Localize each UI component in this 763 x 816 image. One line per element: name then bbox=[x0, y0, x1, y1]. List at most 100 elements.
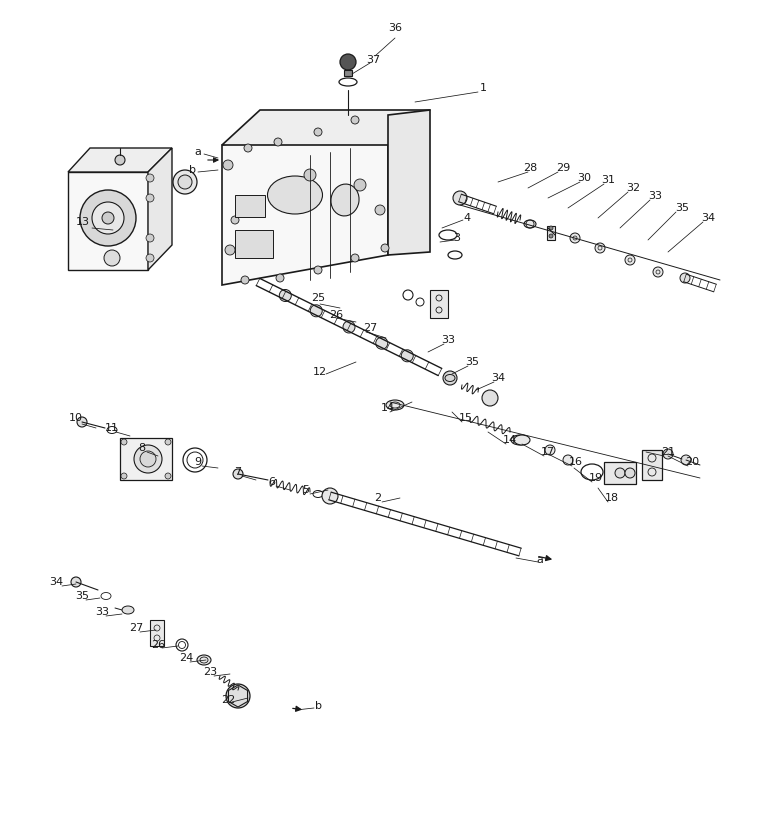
Polygon shape bbox=[222, 110, 430, 145]
Bar bbox=[235, 230, 273, 258]
Polygon shape bbox=[68, 148, 172, 172]
Ellipse shape bbox=[386, 400, 404, 410]
Circle shape bbox=[225, 245, 235, 255]
Text: 29: 29 bbox=[556, 163, 570, 173]
Text: 2: 2 bbox=[375, 493, 382, 503]
Text: 21: 21 bbox=[661, 447, 675, 457]
Ellipse shape bbox=[331, 184, 359, 216]
Circle shape bbox=[241, 276, 249, 284]
Text: 17: 17 bbox=[541, 447, 555, 457]
Circle shape bbox=[625, 468, 635, 478]
Text: 27: 27 bbox=[363, 323, 377, 333]
Circle shape bbox=[276, 274, 284, 282]
Text: 27: 27 bbox=[129, 623, 143, 633]
Ellipse shape bbox=[524, 220, 536, 228]
Text: 32: 32 bbox=[626, 183, 640, 193]
Text: 35: 35 bbox=[75, 591, 89, 601]
Circle shape bbox=[244, 144, 252, 152]
Circle shape bbox=[146, 174, 154, 182]
Bar bbox=[120, 438, 172, 480]
Text: 34: 34 bbox=[49, 577, 63, 587]
Circle shape bbox=[549, 226, 553, 230]
Circle shape bbox=[304, 169, 316, 181]
Circle shape bbox=[311, 305, 322, 317]
Text: 30: 30 bbox=[577, 173, 591, 183]
Circle shape bbox=[104, 250, 120, 266]
Ellipse shape bbox=[197, 655, 211, 665]
Circle shape bbox=[375, 205, 385, 215]
Circle shape bbox=[233, 469, 243, 479]
Circle shape bbox=[570, 233, 580, 243]
Circle shape bbox=[140, 451, 156, 467]
Circle shape bbox=[314, 266, 322, 274]
Text: 11: 11 bbox=[105, 423, 119, 433]
Circle shape bbox=[279, 290, 291, 301]
Circle shape bbox=[340, 54, 356, 70]
Circle shape bbox=[102, 212, 114, 224]
Circle shape bbox=[92, 202, 124, 234]
Circle shape bbox=[322, 488, 338, 504]
Circle shape bbox=[231, 689, 245, 703]
Circle shape bbox=[173, 170, 197, 194]
Circle shape bbox=[615, 468, 625, 478]
Text: 13: 13 bbox=[76, 217, 90, 227]
Text: 35: 35 bbox=[465, 357, 479, 367]
Bar bbox=[547, 226, 555, 240]
Polygon shape bbox=[388, 110, 430, 255]
Polygon shape bbox=[228, 685, 247, 707]
Circle shape bbox=[80, 190, 136, 246]
Text: 26: 26 bbox=[151, 640, 165, 650]
Text: 24: 24 bbox=[179, 653, 193, 663]
Circle shape bbox=[453, 191, 467, 205]
Circle shape bbox=[314, 128, 322, 136]
Text: 5: 5 bbox=[302, 485, 310, 495]
Text: b: b bbox=[314, 701, 321, 711]
Text: 34: 34 bbox=[491, 373, 505, 383]
Bar bbox=[430, 290, 448, 318]
Text: 19: 19 bbox=[589, 473, 603, 483]
Bar bbox=[344, 70, 352, 76]
Circle shape bbox=[146, 254, 154, 262]
Ellipse shape bbox=[122, 606, 134, 614]
Text: 15: 15 bbox=[459, 413, 473, 423]
Circle shape bbox=[274, 138, 282, 146]
Circle shape bbox=[354, 179, 366, 191]
Ellipse shape bbox=[268, 176, 323, 214]
Text: 3: 3 bbox=[453, 233, 461, 243]
Text: 8: 8 bbox=[138, 443, 146, 453]
Circle shape bbox=[115, 155, 125, 165]
Circle shape bbox=[680, 273, 690, 283]
Circle shape bbox=[351, 254, 359, 262]
Text: a: a bbox=[536, 555, 543, 565]
Polygon shape bbox=[222, 115, 388, 285]
Circle shape bbox=[595, 243, 605, 253]
Text: 4: 4 bbox=[463, 213, 471, 223]
Circle shape bbox=[549, 234, 553, 238]
Text: b: b bbox=[188, 165, 195, 175]
Text: a: a bbox=[195, 147, 201, 157]
Text: 31: 31 bbox=[601, 175, 615, 185]
Circle shape bbox=[375, 337, 388, 349]
Circle shape bbox=[443, 371, 457, 385]
Circle shape bbox=[625, 255, 635, 265]
Circle shape bbox=[146, 194, 154, 202]
Text: 10: 10 bbox=[69, 413, 83, 423]
Text: 6: 6 bbox=[269, 477, 275, 487]
Text: 14: 14 bbox=[503, 435, 517, 445]
Text: 14: 14 bbox=[381, 403, 395, 413]
Bar bbox=[642, 450, 662, 480]
Circle shape bbox=[146, 234, 154, 242]
Bar bbox=[150, 620, 164, 646]
Text: 22: 22 bbox=[221, 695, 235, 705]
Text: 35: 35 bbox=[675, 203, 689, 213]
Circle shape bbox=[563, 455, 573, 465]
Ellipse shape bbox=[511, 435, 529, 445]
Text: 18: 18 bbox=[605, 493, 619, 503]
Text: 28: 28 bbox=[523, 163, 537, 173]
Text: 7: 7 bbox=[234, 467, 242, 477]
Circle shape bbox=[165, 473, 171, 479]
Circle shape bbox=[121, 473, 127, 479]
Circle shape bbox=[134, 445, 162, 473]
Circle shape bbox=[226, 684, 250, 708]
Circle shape bbox=[231, 216, 239, 224]
